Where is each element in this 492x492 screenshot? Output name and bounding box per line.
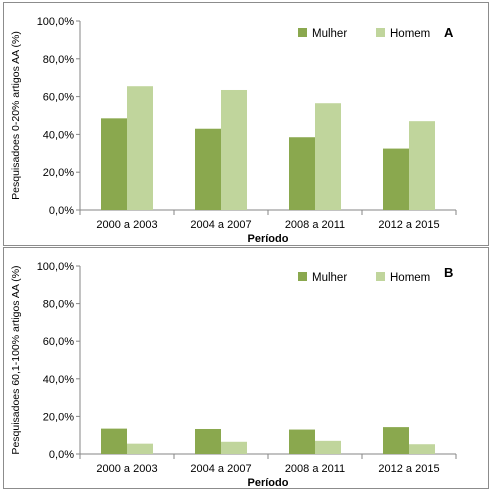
x-axis-title: Período [248,233,289,245]
bar-homem-2 [221,89,247,210]
panel-letter: B [444,265,453,280]
legend-swatch-mulher [298,28,307,37]
y-axis-title: Pesquisadoes 60,1-100% artigos AA (%) [10,265,22,454]
x-tick-label: 2012 a 2015 [378,219,439,231]
y-tick-label: 100,0% [37,261,75,273]
panel-letter: A [444,25,454,40]
bar-homem-3 [315,440,341,454]
y-tick-label: 0,0% [49,205,74,217]
legend-swatch-homem [376,272,385,281]
y-tick-label: 20,0% [43,411,74,423]
y-tick-label: 40,0% [43,374,74,386]
x-tick-label: 2008 a 2011 [285,463,345,475]
y-tick-label: 0,0% [49,449,74,461]
bar-mulher-2 [195,428,221,454]
chart-a-svg: 0,0% 20,0% 40,0% 60,0% 80,0% 100,0% 2000 a 200… [10,16,457,245]
bar-mulher-1 [101,118,127,210]
y-tick-label: 60,0% [43,92,74,104]
bar-homem-4 [409,444,435,454]
bar-homem-1 [127,86,153,210]
x-tick-label: 2004 a 2007 [190,463,251,475]
chart-panel-a: 0,0% 20,0% 40,0% 60,0% 80,0% 100,0% 2000 a 200… [3,2,489,246]
y-tick-label: 80,0% [43,299,74,311]
bar-mulher-2 [195,128,221,210]
y-tick-label: 100,0% [37,16,75,28]
x-tick-label: 2000 a 2003 [96,463,157,475]
bar-mulher-3 [289,137,315,210]
x-axis-title: Período [248,477,289,488]
x-tick-label: 2012 a 2015 [378,463,439,475]
x-tick-label: 2008 a 2011 [285,219,345,231]
legend-swatch-mulher [298,272,307,281]
bar-homem-1 [127,443,153,454]
legend-label-mulher: Mulher [312,272,347,284]
y-tick-label: 60,0% [43,336,74,348]
bar-mulher-4 [383,427,409,454]
legend-label-homem: Homem [390,28,430,40]
bar-mulher-3 [289,429,315,454]
y-axis-title: Pesquisadoes 0-20% artigos AA (%) [10,31,22,200]
bar-mulher-4 [383,148,409,210]
chart-panel-b: 0,0% 20,0% 40,0% 60,0% 80,0% 100,0% 2000 a 200… [3,247,489,489]
bar-mulher-1 [101,428,127,454]
legend-label-homem: Homem [390,272,430,284]
legend-swatch-homem [376,28,385,37]
bar-homem-4 [409,121,435,210]
x-tick-label: 2004 a 2007 [190,219,251,231]
y-tick-label: 40,0% [43,129,74,141]
y-tick-label: 20,0% [43,167,74,179]
legend-label-mulher: Mulher [312,28,347,40]
y-tick-label: 80,0% [43,54,74,66]
x-tick-label: 2000 a 2003 [96,219,157,231]
chart-b-svg: 0,0% 20,0% 40,0% 60,0% 80,0% 100,0% 2000 a 200… [10,261,457,488]
bar-homem-3 [315,103,341,210]
bar-homem-2 [221,441,247,454]
